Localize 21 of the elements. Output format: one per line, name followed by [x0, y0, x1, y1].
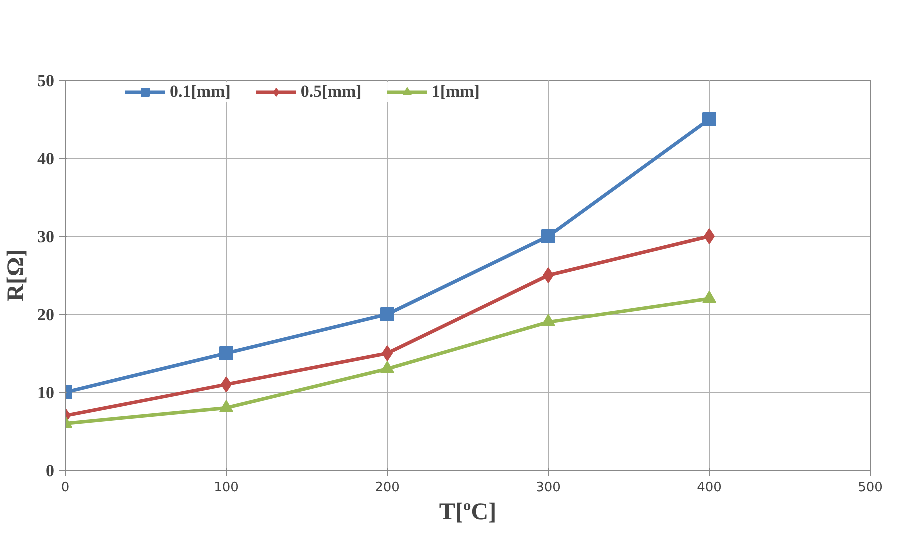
y-tick-label: 10: [38, 384, 54, 402]
legend-label: 1[mm]: [432, 82, 480, 102]
x-tick-label: 200: [375, 480, 400, 496]
legend-label: 0.5[mm]: [300, 82, 362, 102]
y-tick-label: 20: [38, 306, 54, 324]
point: [220, 346, 234, 360]
point: [542, 230, 556, 244]
point: [702, 112, 716, 126]
x-tick-label: 100: [214, 480, 239, 496]
y-axis-title: R[Ω]: [4, 249, 30, 302]
x-tick-label: 400: [697, 480, 722, 496]
point: [380, 308, 394, 322]
y-tick-label: 50: [38, 72, 54, 90]
x-tick-label: 300: [536, 480, 561, 496]
x-tick-label: 0: [61, 480, 70, 496]
y-tick-label: 30: [38, 228, 54, 246]
y-tick-label: 0: [46, 462, 54, 480]
legend-label: 0.1[mm]: [170, 82, 231, 102]
y-tick-label: 40: [38, 150, 54, 168]
x-tick-label: 500: [858, 480, 883, 496]
x-axis-title: T[ºC]: [439, 500, 497, 526]
